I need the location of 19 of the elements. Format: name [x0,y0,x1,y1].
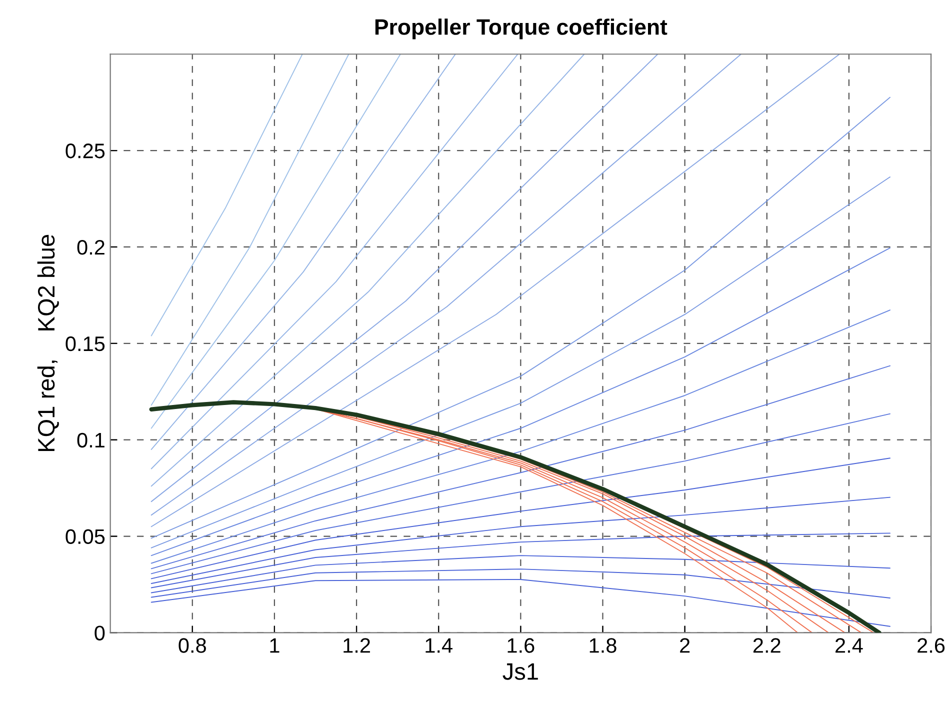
y-tick-label: 0 [94,626,105,640]
y-tick-label: 0.25 [66,144,105,158]
x-tick-label: 1.6 [508,638,534,653]
x-tick-label: 1.8 [590,638,616,653]
x-tick-label: 2.4 [836,638,863,653]
y-tick-label: 0.15 [66,336,105,352]
x-tick-label: 1.4 [426,638,452,653]
chart-title: Propeller Torque coefficient [375,18,668,40]
x-tick-label: 2.2 [753,638,780,653]
x-tick-label: 0.8 [178,638,206,653]
y-tick-label: 0.1 [77,432,104,448]
x-tick-label: 2 [680,638,690,653]
x-tick-label: 1.2 [344,638,370,653]
x-tick-label: 1 [270,638,280,653]
y-tick-label: 0.2 [77,240,104,255]
x-axis-title: Js1 [502,663,538,680]
y-tick-label: 0.05 [66,529,105,544]
y-axis-title: KQ1 red, KQ2 blue [37,234,59,452]
x-tick-label: 2.6 [918,638,945,653]
